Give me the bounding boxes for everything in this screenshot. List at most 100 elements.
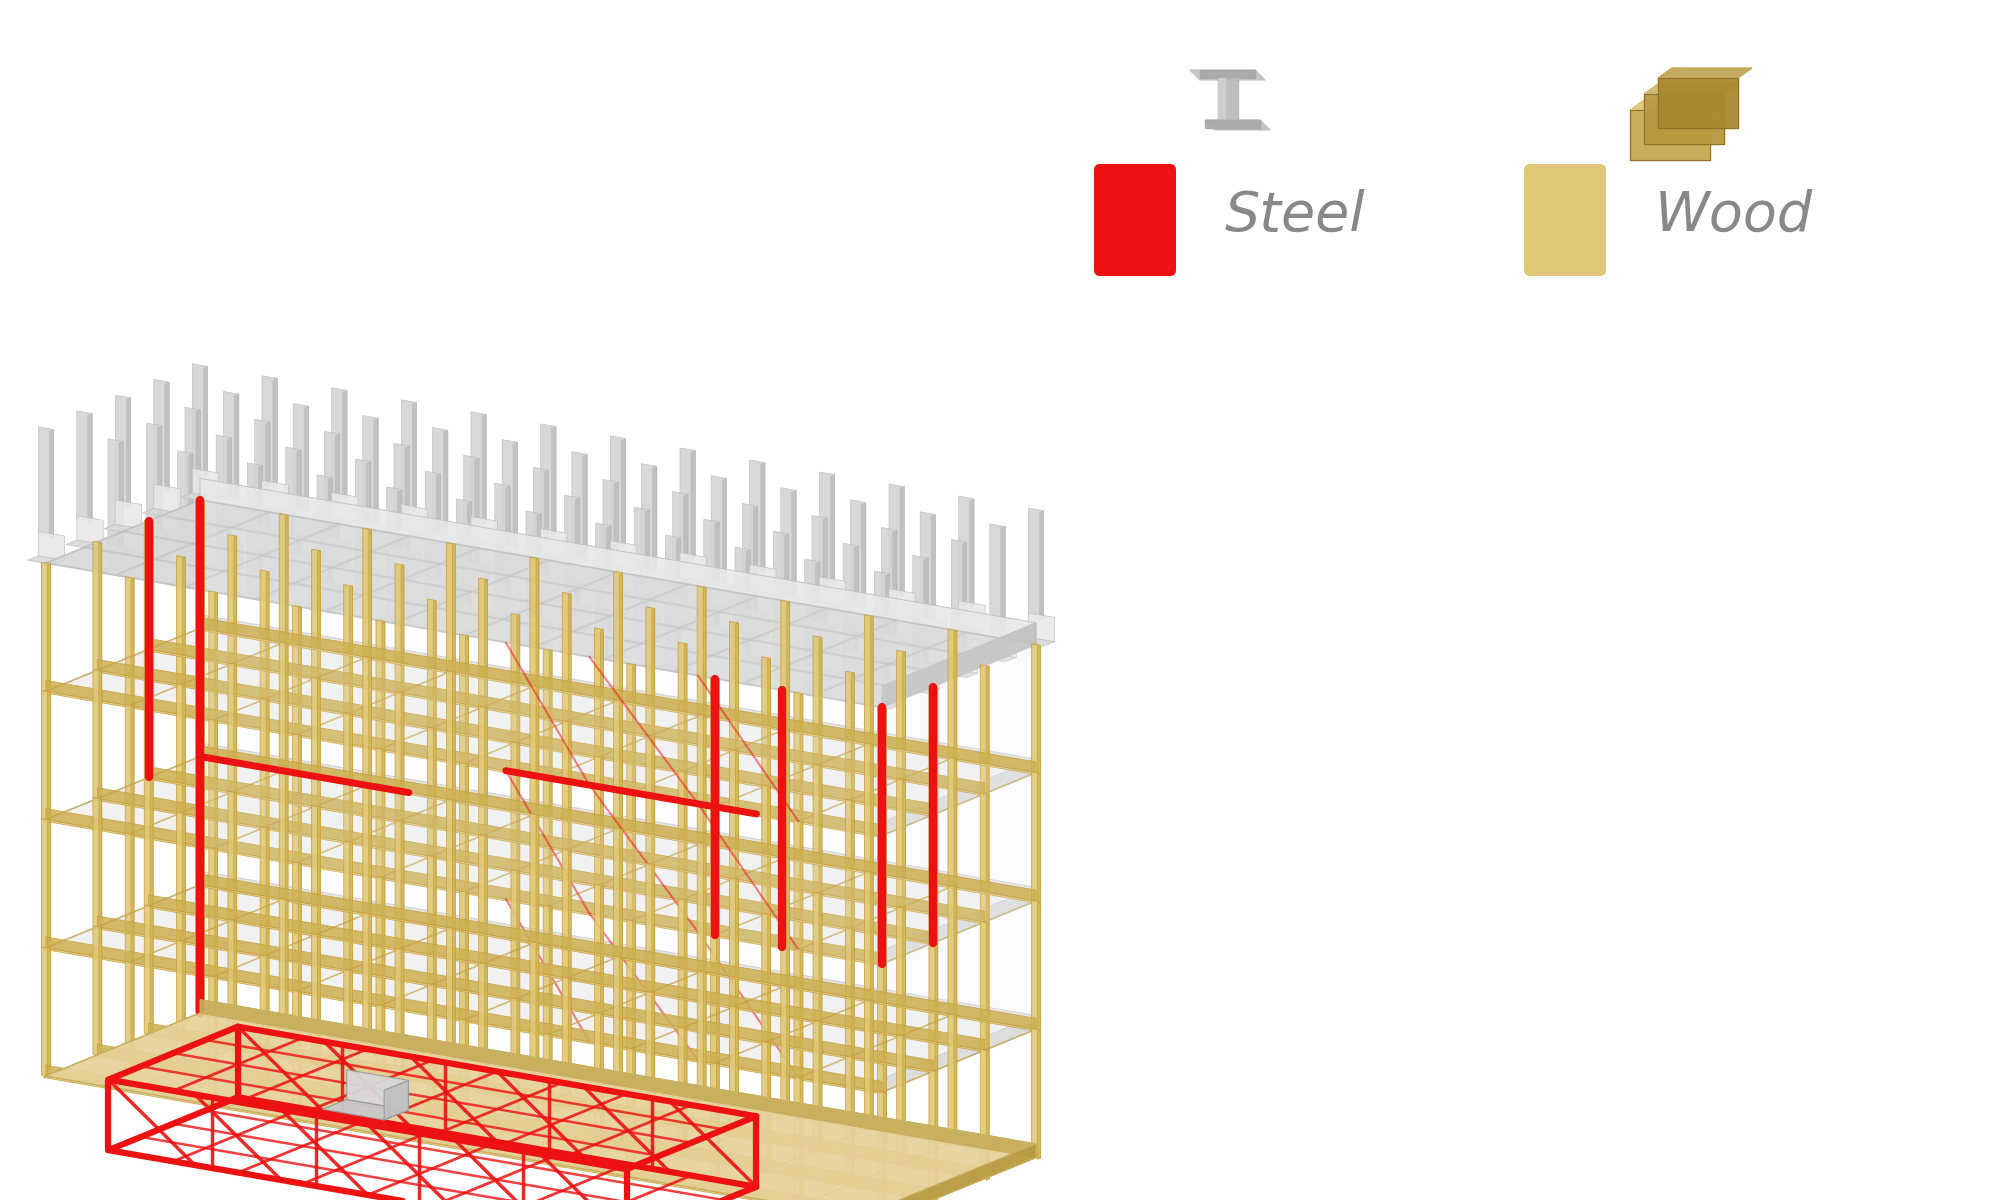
Polygon shape — [280, 770, 288, 900]
Polygon shape — [924, 558, 928, 667]
Polygon shape — [594, 884, 604, 1014]
Polygon shape — [680, 553, 706, 582]
Polygon shape — [1018, 637, 1054, 647]
Polygon shape — [390, 529, 428, 538]
Polygon shape — [316, 475, 332, 586]
Polygon shape — [200, 479, 1036, 644]
Polygon shape — [618, 572, 702, 715]
Polygon shape — [800, 1079, 802, 1200]
Polygon shape — [564, 496, 580, 606]
Polygon shape — [714, 522, 720, 631]
Polygon shape — [446, 628, 482, 637]
Polygon shape — [952, 758, 1036, 901]
Polygon shape — [600, 565, 636, 574]
Polygon shape — [208, 719, 218, 850]
Polygon shape — [394, 443, 410, 554]
Polygon shape — [716, 1064, 720, 1194]
Polygon shape — [304, 406, 308, 516]
Polygon shape — [820, 766, 822, 895]
Polygon shape — [200, 1002, 1036, 1157]
Polygon shape — [470, 412, 486, 522]
Polygon shape — [870, 1001, 874, 1130]
Polygon shape — [882, 623, 1036, 707]
Polygon shape — [478, 962, 488, 1092]
Polygon shape — [846, 671, 854, 800]
Polygon shape — [234, 793, 236, 922]
Polygon shape — [404, 446, 410, 556]
Polygon shape — [652, 467, 656, 576]
Polygon shape — [450, 544, 534, 686]
Polygon shape — [1032, 643, 1040, 774]
Polygon shape — [368, 785, 450, 928]
Polygon shape — [306, 604, 344, 613]
Polygon shape — [126, 577, 134, 707]
Polygon shape — [526, 616, 552, 644]
Polygon shape — [362, 528, 372, 658]
Polygon shape — [184, 407, 200, 518]
Polygon shape — [484, 708, 488, 838]
Polygon shape — [98, 660, 934, 815]
Polygon shape — [154, 379, 170, 490]
Polygon shape — [368, 658, 450, 800]
Polygon shape — [902, 652, 906, 781]
Polygon shape — [878, 1091, 886, 1200]
Polygon shape — [466, 1021, 468, 1150]
Polygon shape — [534, 815, 618, 956]
Polygon shape — [94, 671, 934, 816]
Polygon shape — [736, 623, 738, 752]
Polygon shape — [812, 620, 838, 649]
Polygon shape — [804, 559, 820, 670]
Polygon shape — [286, 643, 288, 773]
Polygon shape — [262, 376, 278, 486]
Polygon shape — [396, 948, 404, 1078]
Polygon shape — [934, 1072, 938, 1200]
Polygon shape — [286, 515, 288, 644]
Polygon shape — [42, 691, 882, 838]
Polygon shape — [948, 625, 986, 634]
Polygon shape — [760, 462, 766, 572]
Polygon shape — [780, 728, 790, 858]
Polygon shape — [132, 835, 134, 964]
Polygon shape — [146, 649, 984, 794]
Polygon shape — [530, 557, 538, 686]
Polygon shape — [870, 744, 874, 874]
Polygon shape — [990, 629, 1016, 658]
Polygon shape — [266, 571, 268, 701]
Polygon shape — [568, 979, 572, 1108]
Polygon shape — [632, 665, 636, 794]
Polygon shape — [266, 700, 268, 829]
Polygon shape — [646, 736, 654, 865]
Polygon shape — [666, 535, 680, 646]
Polygon shape — [510, 870, 520, 1000]
Polygon shape — [870, 656, 908, 666]
Polygon shape — [250, 505, 288, 514]
Polygon shape — [662, 620, 700, 630]
Polygon shape — [830, 475, 834, 584]
Polygon shape — [920, 617, 946, 646]
Polygon shape — [800, 694, 802, 823]
Polygon shape — [464, 455, 480, 566]
Polygon shape — [868, 872, 952, 1015]
Polygon shape — [150, 779, 154, 907]
Polygon shape — [614, 482, 618, 592]
Polygon shape — [1000, 527, 1006, 636]
Polygon shape — [298, 864, 302, 992]
Polygon shape — [852, 929, 854, 1058]
Polygon shape — [846, 928, 854, 1057]
Polygon shape — [116, 500, 142, 529]
Polygon shape — [48, 692, 50, 821]
Polygon shape — [536, 815, 538, 944]
Polygon shape — [850, 499, 866, 611]
Polygon shape — [196, 884, 204, 1014]
Polygon shape — [352, 545, 390, 553]
Polygon shape — [530, 814, 538, 943]
Polygon shape — [1028, 508, 1044, 619]
Polygon shape — [762, 660, 800, 670]
Polygon shape — [882, 888, 1036, 964]
Polygon shape — [98, 671, 102, 800]
Polygon shape — [132, 707, 134, 836]
Polygon shape — [104, 524, 142, 533]
Polygon shape — [200, 614, 1036, 773]
Polygon shape — [986, 923, 990, 1052]
Polygon shape — [768, 659, 770, 787]
